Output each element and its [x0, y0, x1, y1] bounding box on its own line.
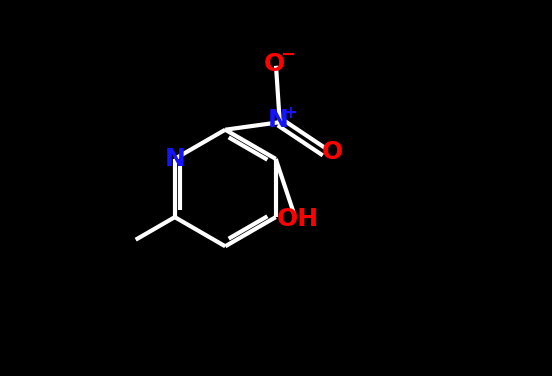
- Text: −: −: [280, 45, 295, 64]
- Text: N: N: [267, 108, 288, 132]
- Text: O: O: [263, 52, 285, 76]
- Text: N: N: [164, 147, 185, 171]
- Text: O: O: [322, 140, 343, 164]
- Text: OH: OH: [277, 207, 320, 231]
- Text: +: +: [283, 104, 297, 122]
